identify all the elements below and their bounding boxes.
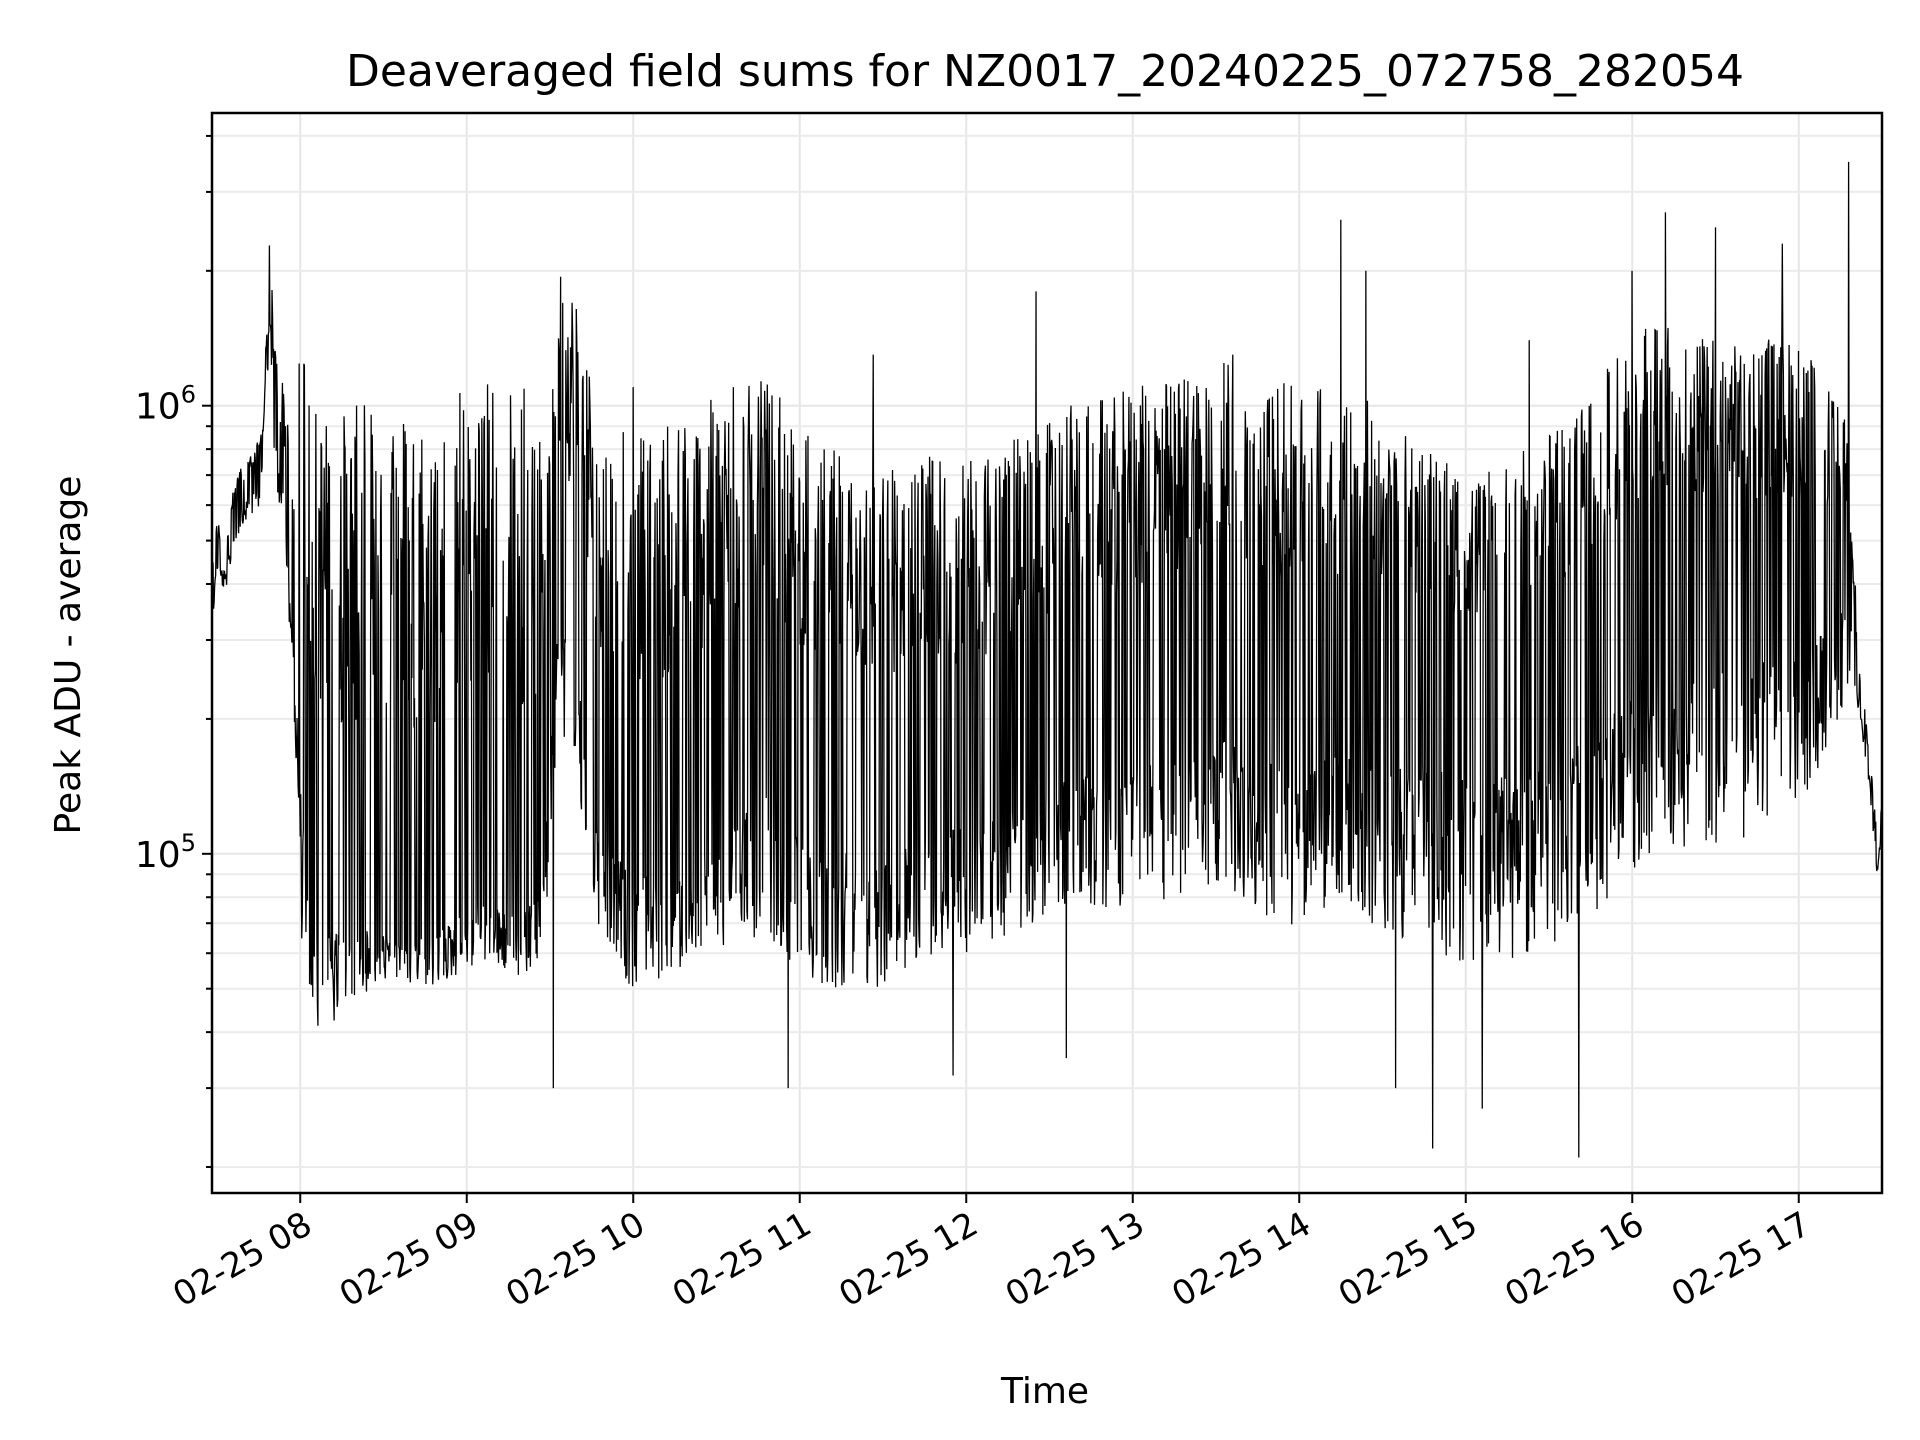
y-tick-label-exponent: 5 — [181, 829, 196, 857]
x-axis-label: Time — [1000, 1371, 1089, 1412]
x-axis: 02-25 08 02-25 09 02-25 10 02-25 11 02-25 12… — [166, 1193, 1817, 1315]
x-tick-label: 02-25 15 — [1332, 1204, 1484, 1315]
x-tick-label: 02-25 11 — [666, 1204, 818, 1315]
x-tick-label: 02-25 17 — [1665, 1204, 1817, 1315]
series-layer — [212, 161, 1882, 1158]
x-tick-label: 02-25 16 — [1498, 1204, 1650, 1315]
x-tick-label: 02-25 10 — [499, 1204, 651, 1315]
y-tick-label-base: 10 — [135, 835, 181, 876]
y-tick-label-base: 10 — [135, 387, 181, 428]
x-tick-label: 02-25 13 — [999, 1204, 1151, 1315]
chart-title: Deaveraged field sums for NZ0017_2024022… — [346, 46, 1744, 97]
plot-frame — [210, 111, 1884, 1195]
y-tick-label-exponent: 6 — [181, 381, 196, 409]
y-tick-label: 106 — [135, 381, 196, 428]
series-line — [212, 161, 1882, 1158]
y-axis-label: Peak ADU - average — [48, 476, 89, 835]
y-tick-label: 105 — [135, 829, 196, 876]
x-tick-label: 02-25 08 — [166, 1204, 318, 1315]
x-tick-label: 02-25 14 — [1165, 1204, 1317, 1315]
x-tick-label: 02-25 12 — [832, 1204, 984, 1315]
x-tick-label: 02-25 09 — [333, 1204, 485, 1315]
